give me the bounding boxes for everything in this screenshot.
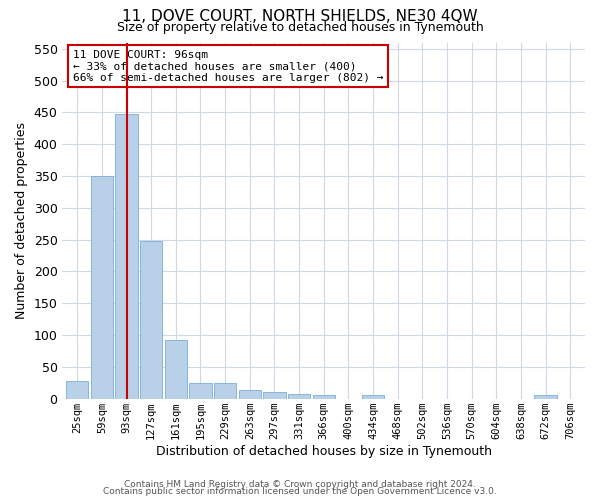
X-axis label: Distribution of detached houses by size in Tynemouth: Distribution of detached houses by size … <box>156 444 492 458</box>
Bar <box>140 241 162 398</box>
Y-axis label: Number of detached properties: Number of detached properties <box>15 122 28 319</box>
Text: 11, DOVE COURT, NORTH SHIELDS, NE30 4QW: 11, DOVE COURT, NORTH SHIELDS, NE30 4QW <box>122 9 478 24</box>
Bar <box>66 381 88 398</box>
Bar <box>91 176 113 398</box>
Bar <box>165 340 187 398</box>
Text: 11 DOVE COURT: 96sqm
← 33% of detached houses are smaller (400)
66% of semi-deta: 11 DOVE COURT: 96sqm ← 33% of detached h… <box>73 50 383 83</box>
Bar <box>288 394 310 398</box>
Bar <box>214 383 236 398</box>
Bar <box>239 390 261 398</box>
Bar <box>535 396 557 398</box>
Bar <box>115 114 137 399</box>
Text: Contains HM Land Registry data © Crown copyright and database right 2024.: Contains HM Land Registry data © Crown c… <box>124 480 476 489</box>
Bar <box>313 396 335 398</box>
Text: Contains public sector information licensed under the Open Government Licence v3: Contains public sector information licen… <box>103 487 497 496</box>
Bar <box>190 383 212 398</box>
Bar <box>362 396 384 398</box>
Bar <box>263 392 286 398</box>
Text: Size of property relative to detached houses in Tynemouth: Size of property relative to detached ho… <box>116 21 484 34</box>
